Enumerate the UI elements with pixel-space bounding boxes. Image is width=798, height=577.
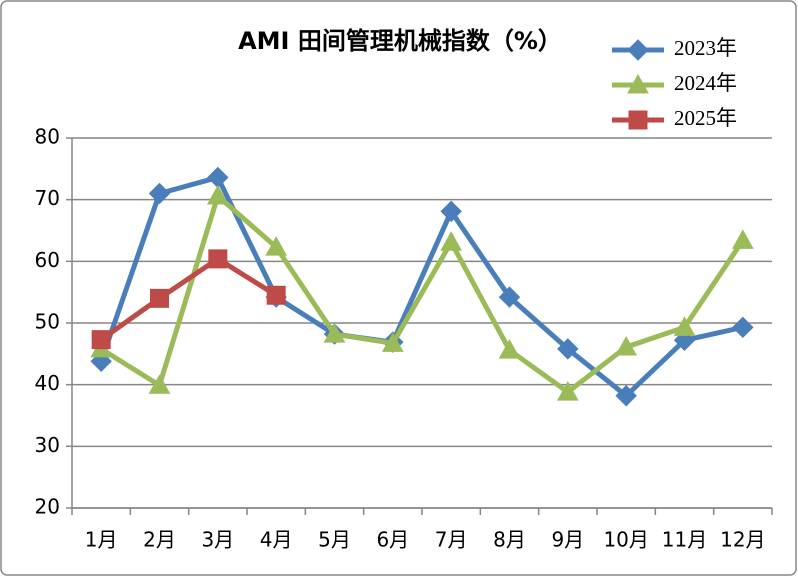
- marker: [440, 200, 462, 223]
- legend-label: 2025年: [674, 106, 737, 130]
- series-line: [99, 193, 745, 395]
- marker: [615, 336, 638, 356]
- marker: [381, 332, 404, 352]
- marker: [148, 374, 171, 394]
- marker: [627, 73, 649, 94]
- marker: [206, 184, 229, 205]
- x-tick-label: 12月: [720, 528, 765, 552]
- y-tick-label: 80: [35, 125, 60, 149]
- marker: [148, 182, 171, 205]
- marker: [557, 338, 579, 360]
- marker: [628, 110, 648, 130]
- x-tick-label: 5月: [318, 528, 351, 552]
- marker: [91, 330, 111, 350]
- marker: [266, 285, 286, 305]
- x-tick-label: 2月: [143, 528, 176, 552]
- marker: [150, 288, 169, 308]
- marker: [498, 339, 521, 359]
- x-tick-label: 3月: [201, 528, 234, 552]
- x-tick-label: 10月: [603, 528, 648, 552]
- y-tick-label: 70: [35, 186, 60, 210]
- marker: [556, 381, 579, 401]
- marker: [615, 385, 637, 407]
- marker: [323, 323, 346, 343]
- x-tick-label: 4月: [260, 528, 293, 552]
- x-tick-label: 8月: [493, 528, 526, 552]
- chart-title: AMI 田间管理机械指数（%）: [238, 27, 562, 55]
- x-tick-label: 11月: [662, 528, 707, 552]
- x-tick-label: 9月: [551, 528, 584, 552]
- marker: [673, 316, 696, 336]
- legend-label: 2024年: [674, 71, 737, 95]
- marker: [731, 229, 754, 249]
- legend-label: 2023年: [674, 36, 737, 60]
- y-tick-label: 20: [35, 495, 60, 519]
- marker: [498, 286, 521, 308]
- x-tick-label: 7月: [435, 528, 468, 552]
- marker: [265, 236, 288, 256]
- x-tick-label: 6月: [376, 528, 409, 552]
- marker: [732, 316, 754, 339]
- y-tick-label: 40: [35, 371, 60, 395]
- marker: [208, 249, 228, 269]
- series-line: [99, 256, 278, 342]
- y-tick-label: 50: [35, 310, 60, 334]
- marker: [627, 39, 649, 61]
- y-tick-label: 60: [35, 248, 60, 272]
- y-tick-label: 30: [35, 433, 60, 457]
- marker: [440, 231, 463, 251]
- series-line: [98, 174, 744, 399]
- x-tick-label: 1月: [85, 528, 118, 552]
